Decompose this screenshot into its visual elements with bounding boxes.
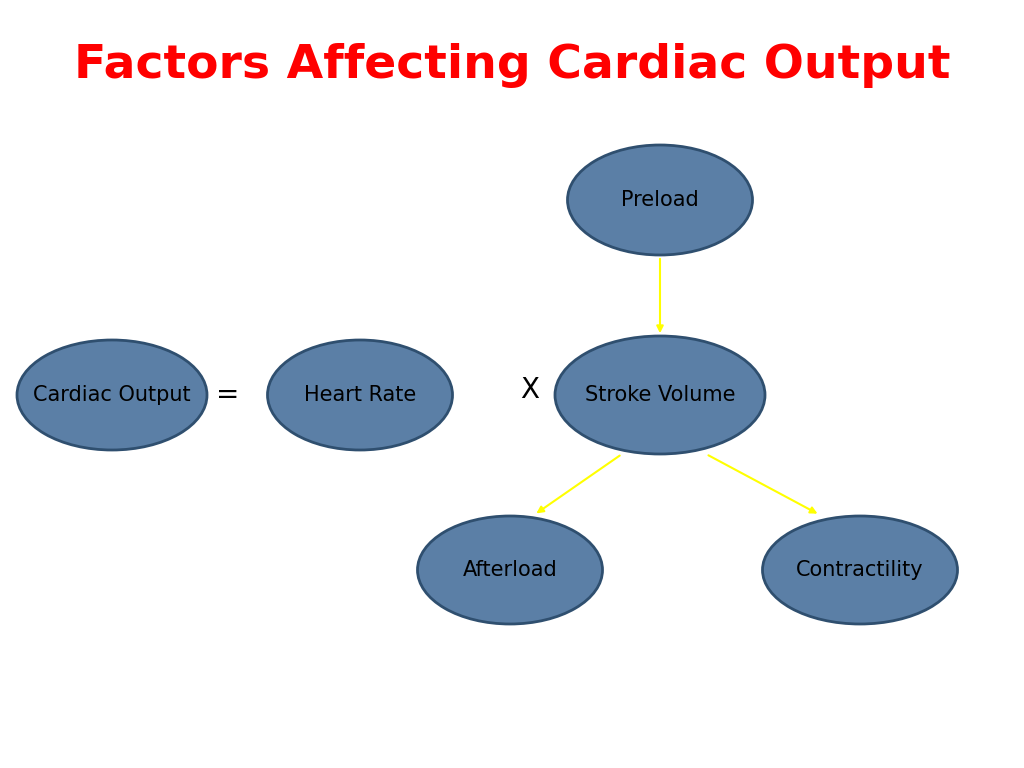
Text: Afterload: Afterload xyxy=(463,560,557,580)
Text: Preload: Preload xyxy=(622,190,698,210)
Ellipse shape xyxy=(763,516,957,624)
Text: Stroke Volume: Stroke Volume xyxy=(585,385,735,405)
Ellipse shape xyxy=(418,516,602,624)
Ellipse shape xyxy=(555,336,765,454)
Ellipse shape xyxy=(567,145,753,255)
Ellipse shape xyxy=(267,340,453,450)
Text: Cardiac Output: Cardiac Output xyxy=(33,385,190,405)
Text: =: = xyxy=(216,381,240,409)
Ellipse shape xyxy=(17,340,207,450)
Text: X: X xyxy=(520,376,540,404)
Text: Factors Affecting Cardiac Output: Factors Affecting Cardiac Output xyxy=(74,42,950,88)
Text: Heart Rate: Heart Rate xyxy=(304,385,416,405)
Text: Contractility: Contractility xyxy=(797,560,924,580)
